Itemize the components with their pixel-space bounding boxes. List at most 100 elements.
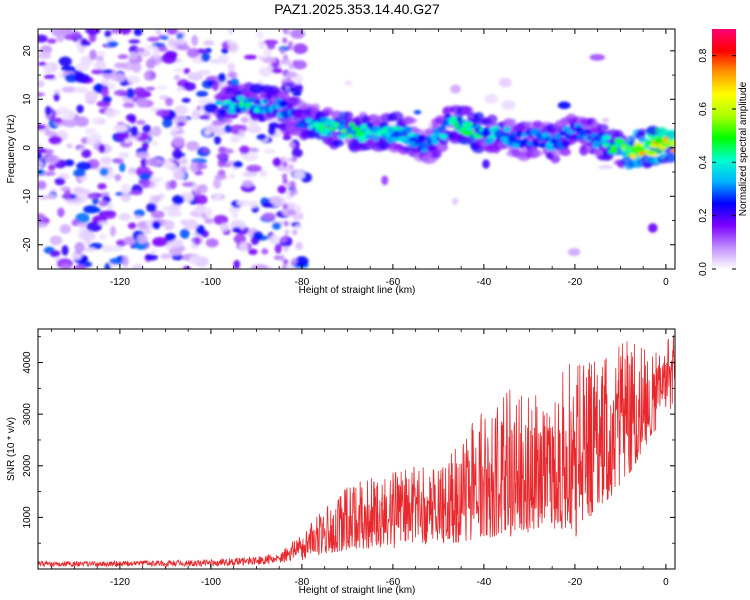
spectrogram-cell	[116, 132, 130, 140]
spectrogram-cell	[281, 235, 287, 242]
spectrogram-cell	[274, 243, 282, 254]
spectrogram-cell	[81, 149, 92, 159]
spectrogram-cell	[44, 154, 60, 165]
spectrogram-cell	[269, 195, 286, 207]
spectrogram-cell	[133, 215, 143, 220]
spectrogram-cell	[38, 213, 46, 221]
spectrogram-cell	[285, 85, 291, 92]
spectrogram-cell	[381, 175, 389, 186]
spectrogram-cell	[114, 158, 124, 164]
spectrogram-cell	[224, 124, 232, 134]
spectrogram-cell	[128, 190, 143, 196]
spectrogram-ridge-cell	[585, 131, 593, 137]
spectrogram-cell	[206, 75, 219, 82]
spectrogram-cell	[288, 63, 294, 70]
spectrogram-cell	[204, 218, 214, 225]
spectrogram-ridge-cell	[240, 106, 248, 113]
spectrogram-cell	[243, 54, 258, 60]
spectrogram-cell	[147, 36, 160, 42]
spectrogram-ridge-cell	[637, 151, 647, 156]
spectrogram-cell	[122, 102, 135, 108]
spectrogram-cell	[109, 225, 116, 237]
y-tick-label: 0	[22, 145, 33, 151]
spectrogram-cell	[58, 56, 72, 67]
spectrogram-ridge-cell	[278, 100, 289, 108]
spectrogram-cell	[144, 45, 157, 51]
spectrogram-cell	[161, 53, 178, 64]
spectrogram-cell	[182, 265, 191, 269]
spectrogram-ridge-cell	[456, 116, 463, 122]
colorbar-label: Normalized spectral amplitude	[738, 81, 749, 216]
colorbar: 0.0 0.2 0.4 0.6 0.8 Normalized spectral ampl…	[698, 29, 749, 276]
spectrogram-cell	[172, 136, 185, 147]
spectrogram-cell	[498, 77, 512, 88]
spectrogram-cell	[84, 90, 99, 101]
spectrogram-ridge-cell	[268, 85, 279, 94]
spectrogram-ridge-cell	[503, 126, 511, 133]
spectrogram-cell	[112, 124, 129, 133]
spectrogram-cell	[262, 202, 274, 208]
spectrogram-cell	[191, 35, 199, 46]
spectrogram-cell	[162, 160, 174, 170]
spectrogram-cell	[293, 43, 308, 55]
spectrogram-cell	[73, 168, 86, 178]
spectrogram-cell	[598, 164, 613, 170]
spectrogram-cell	[198, 115, 210, 120]
spectrogram-ridge-cell	[669, 140, 675, 147]
spectrogram-ridge-cell	[592, 140, 600, 147]
spectrogram-cell	[73, 86, 89, 94]
spectrogram-cell	[110, 73, 127, 83]
spectrogram-cell	[246, 164, 262, 173]
spectrogram-cell	[162, 117, 173, 129]
spectrogram-ridge-cell	[532, 140, 540, 148]
spectrogram-ridge-cell	[649, 143, 659, 149]
spectrogram-cell	[141, 141, 149, 150]
spectrogram-cell	[133, 29, 143, 36]
spectrogram-cell	[130, 126, 139, 137]
x-tick-label: -120	[110, 577, 130, 588]
spectrogram-cell	[295, 241, 303, 250]
spectrogram-cell	[200, 52, 211, 62]
spectrogram-cell	[205, 207, 213, 218]
spectrogram-cell	[80, 256, 88, 261]
spectrogram-cell	[120, 266, 130, 269]
spectrogram-ridge-cell	[468, 129, 474, 135]
spectrogram-cell	[102, 244, 113, 253]
spectrogram-cell	[272, 157, 282, 167]
spectrogram-cell	[192, 182, 199, 193]
spectrogram-cell	[53, 117, 63, 124]
spectrogram-cell	[176, 45, 190, 51]
spectrogram-cell	[94, 83, 103, 94]
spectrogram-x-axis-label: Height of straight line (km)	[299, 285, 416, 296]
spectrogram-cell	[288, 163, 294, 170]
x-tick-label: 0	[663, 577, 669, 588]
spectrogram-ridge-cell	[601, 134, 612, 141]
spectrogram-cell	[133, 209, 145, 218]
x-tick-label: -60	[386, 577, 401, 588]
spectrogram-cell	[238, 129, 245, 138]
spectrogram-cell	[450, 84, 461, 94]
spectrogram-cell	[283, 220, 289, 227]
spectrogram-cell	[263, 148, 276, 154]
spectrogram-cell	[38, 92, 46, 97]
spectrogram-cell	[104, 108, 117, 118]
spectrogram-cell	[272, 67, 283, 74]
spectrogram-ridge-cell	[531, 150, 544, 157]
spectrogram-cell	[48, 164, 56, 172]
spectrogram-ridge-cell	[389, 111, 404, 122]
spectrogram-ridge-cell	[488, 138, 495, 143]
spectrogram-cell	[284, 58, 292, 66]
spectrogram-cell	[77, 146, 84, 152]
spectrogram-ridge-cell	[360, 124, 369, 131]
spectrogram-cell	[239, 145, 250, 155]
spectrogram-cell	[286, 209, 297, 216]
spectrogram-ridge-cell	[550, 154, 561, 164]
spectrogram-ridge-cell	[486, 114, 498, 124]
spectrogram-cell	[282, 203, 288, 210]
spectrogram-cell	[131, 263, 145, 269]
spectrogram-cell	[57, 207, 65, 218]
spectrogram-cell	[173, 67, 185, 73]
spectrogram-cell	[216, 153, 229, 160]
spectrogram-cell	[284, 229, 290, 236]
spectrogram-ridge-cell	[316, 125, 326, 132]
